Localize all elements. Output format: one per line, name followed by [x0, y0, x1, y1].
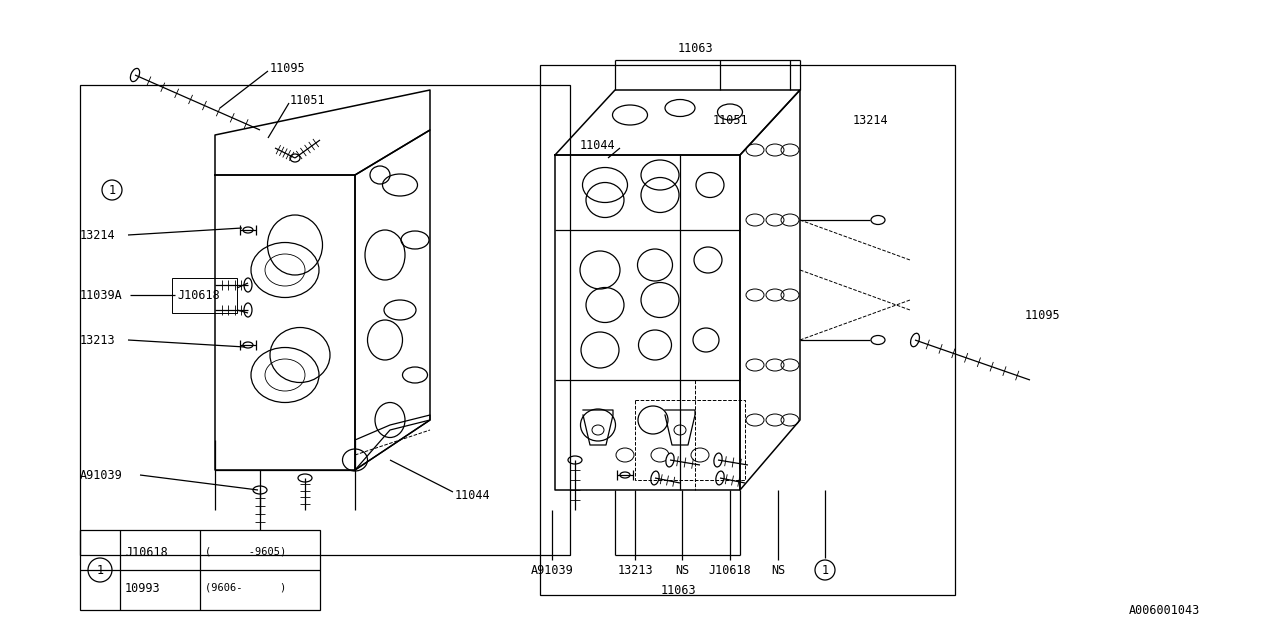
Ellipse shape	[870, 335, 884, 344]
Ellipse shape	[568, 456, 582, 464]
Text: 13214: 13214	[79, 228, 115, 241]
Ellipse shape	[714, 453, 722, 467]
Text: (9606-      ): (9606- )	[205, 583, 287, 593]
Text: 11063: 11063	[677, 42, 713, 54]
Bar	[172, 278, 237, 313]
Ellipse shape	[870, 216, 884, 225]
Text: NS: NS	[675, 563, 689, 577]
Text: J10618: J10618	[177, 289, 220, 301]
Text: 13213: 13213	[617, 563, 653, 577]
Ellipse shape	[253, 486, 268, 494]
Text: A91039: A91039	[79, 468, 123, 481]
Text: 13214: 13214	[852, 113, 888, 127]
Ellipse shape	[243, 342, 253, 348]
Ellipse shape	[666, 453, 675, 467]
Ellipse shape	[620, 472, 630, 478]
Text: NS: NS	[771, 563, 785, 577]
Text: 11095: 11095	[270, 61, 306, 74]
Text: 11095: 11095	[1025, 308, 1061, 321]
Text: J10618: J10618	[125, 545, 168, 559]
Text: (      -9605): ( -9605)	[205, 547, 287, 557]
Text: 1: 1	[109, 184, 115, 196]
Ellipse shape	[910, 333, 919, 347]
Bar	[79, 530, 320, 610]
Text: 1: 1	[96, 563, 104, 577]
Ellipse shape	[291, 154, 300, 162]
Text: 11039A: 11039A	[79, 289, 123, 301]
Ellipse shape	[298, 474, 312, 482]
Text: 11044: 11044	[454, 488, 490, 502]
Ellipse shape	[716, 471, 724, 485]
Ellipse shape	[244, 278, 252, 292]
Text: 1: 1	[822, 563, 828, 577]
Text: A91039: A91039	[531, 563, 573, 577]
Text: 11063: 11063	[660, 584, 696, 596]
Text: J10618: J10618	[709, 563, 751, 577]
Ellipse shape	[131, 68, 140, 82]
Ellipse shape	[650, 471, 659, 485]
Text: A006001043: A006001043	[1129, 604, 1201, 616]
Text: 11044: 11044	[580, 138, 616, 152]
Text: 10993: 10993	[125, 582, 160, 595]
Text: 11051: 11051	[291, 93, 325, 106]
Bar	[635, 400, 745, 480]
Ellipse shape	[243, 227, 253, 233]
Text: 11051: 11051	[712, 113, 748, 127]
Bar	[540, 65, 955, 595]
Text: 13213: 13213	[79, 333, 115, 346]
Bar	[79, 85, 570, 555]
Ellipse shape	[244, 303, 252, 317]
